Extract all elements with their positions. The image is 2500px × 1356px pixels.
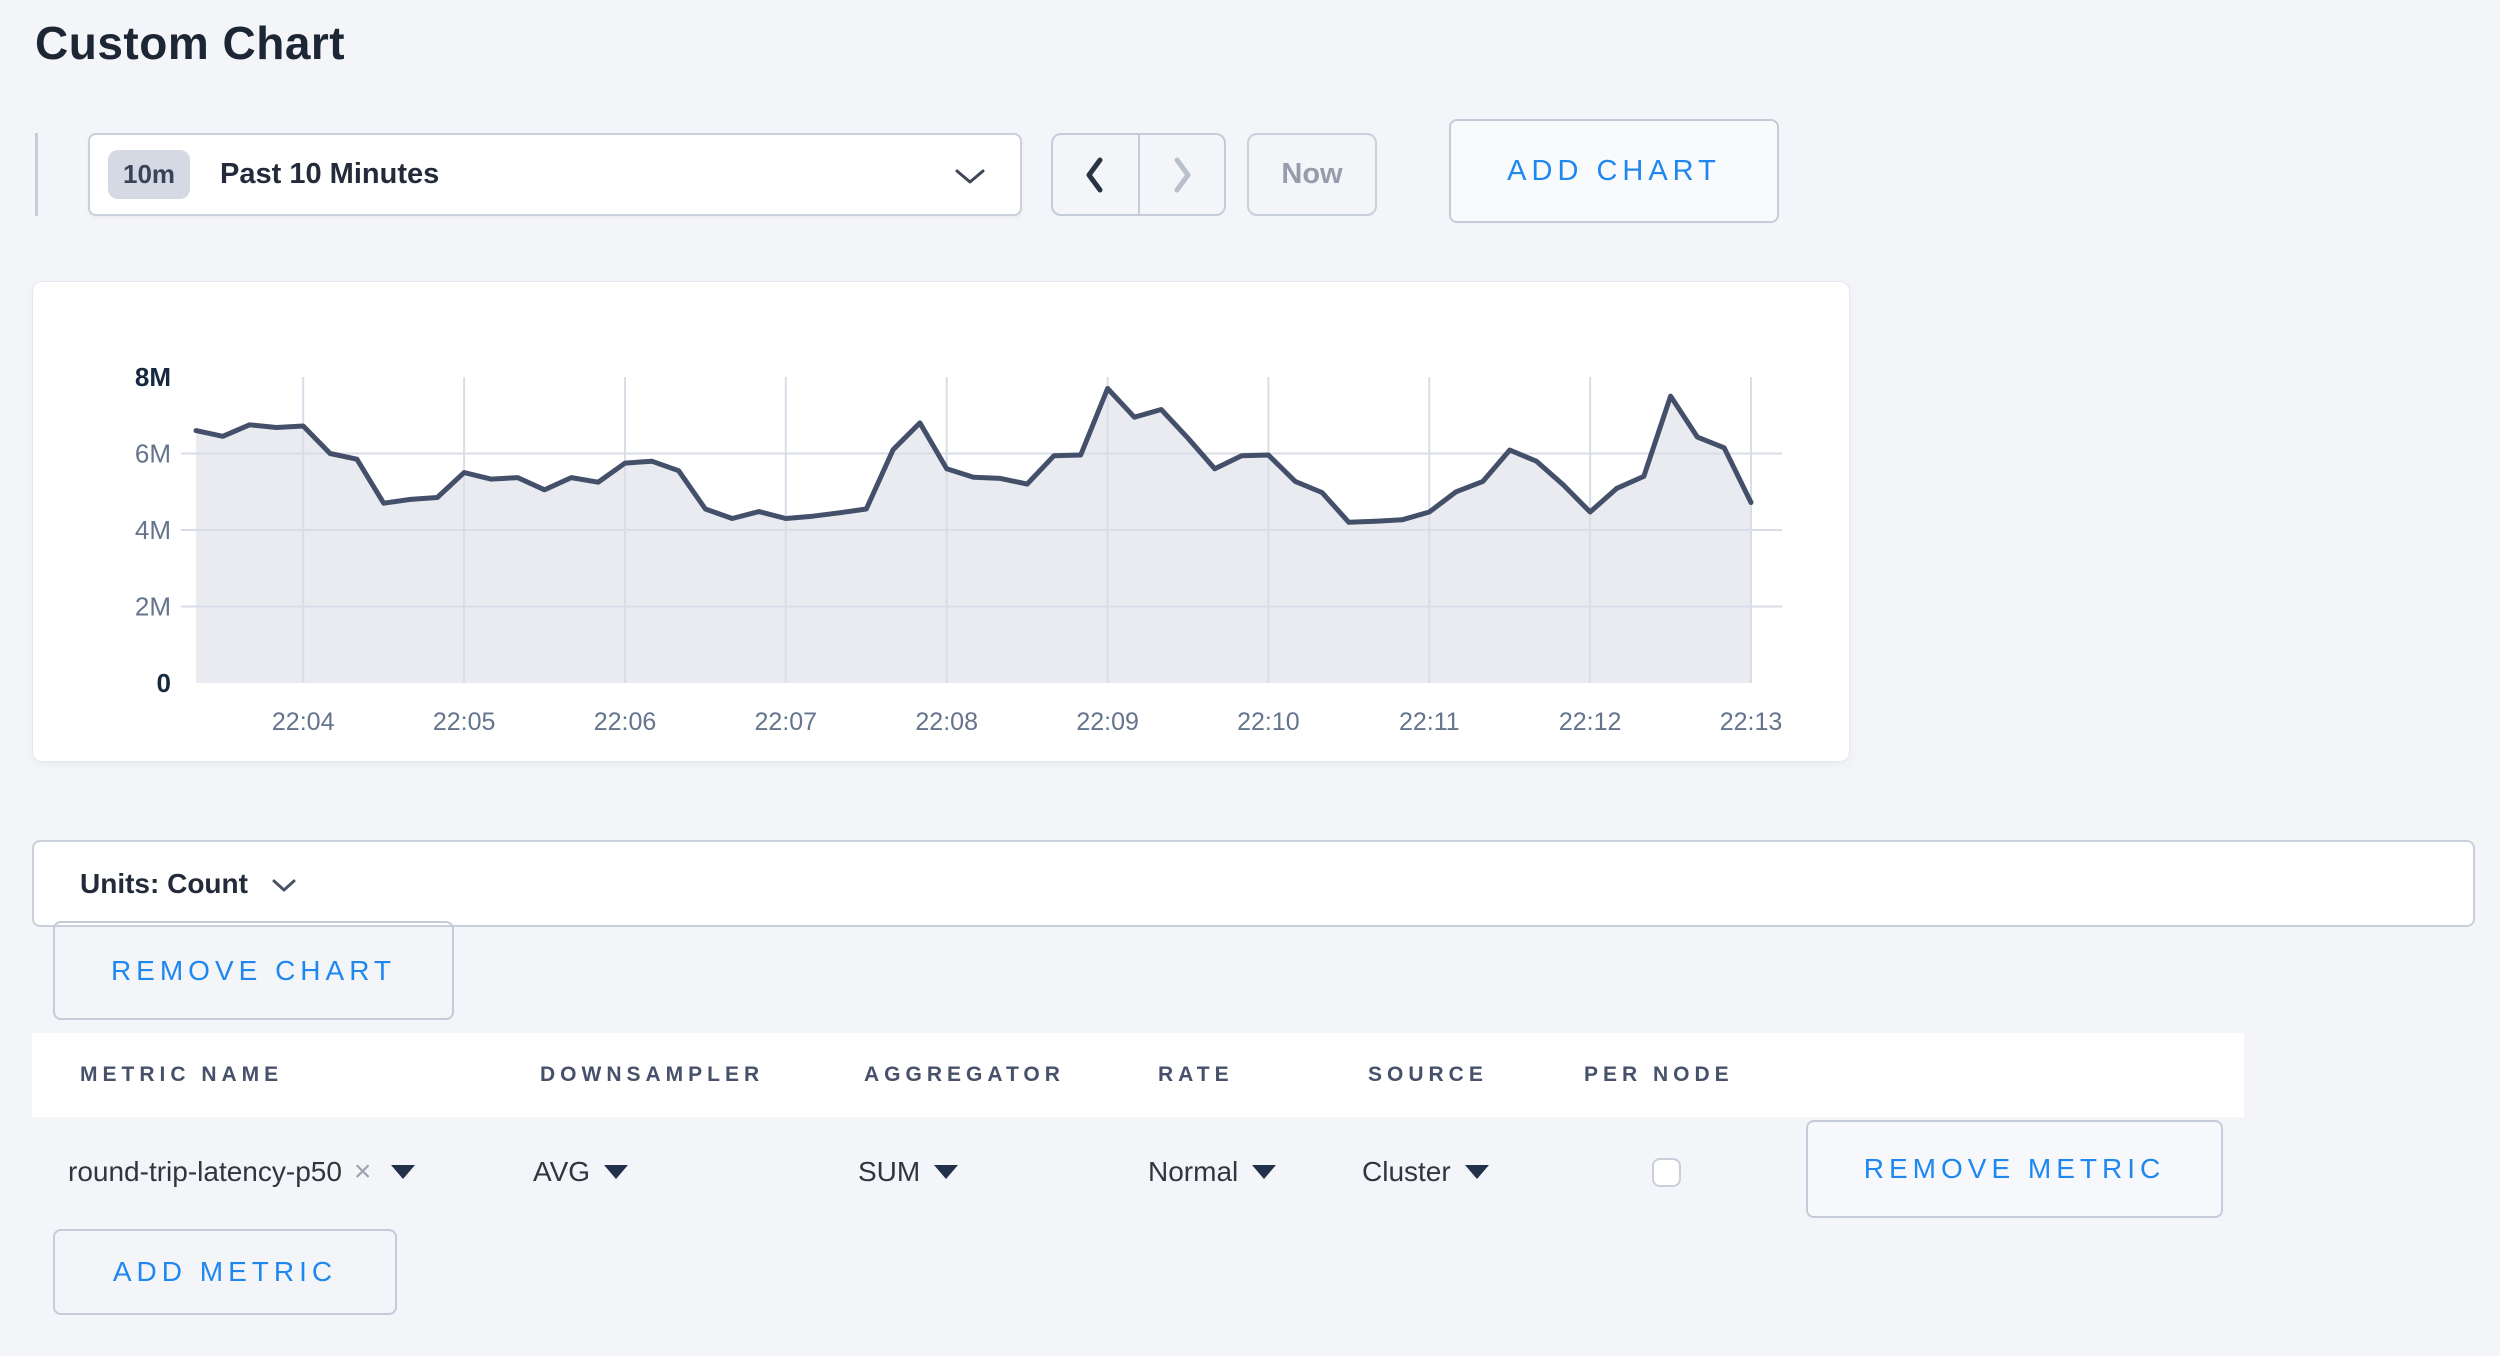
aggregator-select[interactable]: SUM — [858, 1142, 959, 1202]
remove-metric-button[interactable]: REMOVE METRIC — [1806, 1120, 2223, 1218]
prev-time-button[interactable] — [1053, 135, 1138, 214]
col-source: SOURCE — [1368, 1063, 1488, 1086]
pager-divider — [1137, 135, 1140, 214]
time-window-dropdown[interactable]: 10m Past 10 Minutes — [88, 133, 1022, 216]
svg-text:22:05: 22:05 — [433, 708, 496, 736]
svg-text:22:11: 22:11 — [1399, 708, 1460, 736]
metrics-table-header: METRIC NAME DOWNSAMPLER AGGREGATOR RATE … — [32, 1033, 2244, 1117]
timeseries-area-chart: 0 2M 4M 6M 8M 22:04 22:05 22:06 22:07 22:08 22:09 2… — [135, 362, 1783, 736]
svg-text:4M: 4M — [135, 515, 171, 545]
time-window-badge: 10m — [108, 150, 191, 199]
dropdown-arrow-icon — [391, 1165, 416, 1179]
add-metric-button[interactable]: ADD METRIC — [53, 1229, 397, 1315]
svg-text:22:09: 22:09 — [1076, 708, 1139, 736]
source-select[interactable]: Cluster — [1362, 1142, 1489, 1202]
svg-text:22:07: 22:07 — [755, 708, 818, 736]
svg-text:22:13: 22:13 — [1720, 708, 1783, 736]
svg-text:22:04: 22:04 — [272, 708, 335, 736]
svg-text:22:08: 22:08 — [915, 708, 978, 736]
svg-text:22:10: 22:10 — [1237, 708, 1300, 736]
close-icon[interactable]: × — [353, 1155, 372, 1188]
metric-name-select[interactable]: round-trip-latency-p50 × — [68, 1142, 416, 1202]
time-pager — [1051, 133, 1226, 216]
svg-text:22:06: 22:06 — [594, 708, 657, 736]
svg-text:0: 0 — [157, 668, 171, 698]
svg-text:2M: 2M — [135, 592, 171, 622]
units-dropdown[interactable]: Units: Count — [32, 840, 2475, 927]
chevron-down-icon — [272, 879, 296, 891]
chevron-right-icon — [1174, 157, 1191, 192]
col-downsampler: DOWNSAMPLER — [540, 1063, 765, 1086]
dropdown-arrow-icon — [1464, 1165, 1489, 1179]
remove-chart-button[interactable]: REMOVE CHART — [53, 921, 454, 1020]
col-rate: RATE — [1158, 1063, 1234, 1086]
add-chart-button[interactable]: ADD CHART — [1449, 119, 1779, 223]
svg-text:6M: 6M — [135, 439, 171, 469]
col-per-node: PER NODE — [1584, 1063, 1734, 1086]
per-node-checkbox[interactable] — [1652, 1158, 1681, 1187]
dropdown-arrow-icon — [934, 1165, 959, 1179]
next-time-button[interactable] — [1140, 135, 1225, 214]
col-metric-name: METRIC NAME — [80, 1063, 284, 1086]
page-title: Custom Chart — [35, 17, 346, 69]
chart-card: 0 2M 4M 6M 8M 22:04 22:05 22:06 22:07 22:08 22:09 2… — [32, 281, 1850, 762]
svg-text:8M: 8M — [135, 362, 171, 392]
time-window-label: Past 10 Minutes — [220, 158, 440, 190]
toolbar-left-rule — [35, 133, 38, 216]
col-aggregator: AGGREGATOR — [864, 1063, 1065, 1086]
dropdown-arrow-icon — [1252, 1165, 1277, 1179]
units-label: Units: Count — [80, 867, 248, 899]
dropdown-arrow-icon — [604, 1165, 629, 1179]
svg-text:22:12: 22:12 — [1559, 708, 1622, 736]
downsampler-select[interactable]: AVG — [533, 1142, 629, 1202]
chevron-left-icon — [1086, 157, 1103, 192]
chevron-down-icon — [955, 169, 985, 184]
now-button[interactable]: Now — [1247, 133, 1377, 216]
rate-select[interactable]: Normal — [1148, 1142, 1277, 1202]
